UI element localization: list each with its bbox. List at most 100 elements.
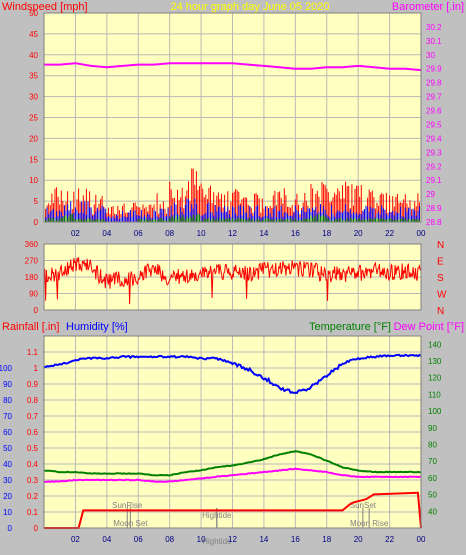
temperature-tick-label: 70: [428, 457, 437, 466]
rain-x-tick-label: 20: [354, 535, 363, 544]
compass-label: N: [437, 306, 444, 317]
barometer-axis-label: Barometer [.in]: [392, 1, 464, 13]
rainfall-tick-label: 0.7: [27, 412, 39, 421]
compass-label: E: [437, 257, 444, 268]
barometer-tick-label: 29.2: [426, 162, 442, 171]
barometer-tick-label: 29.7: [426, 93, 442, 102]
temperature-line: [43, 450, 422, 477]
direction-plot-border: [43, 243, 422, 311]
barometer-tick-label: 28.8: [426, 218, 442, 227]
humidity-line: [43, 353, 422, 395]
temperature-tick-label: 130: [428, 357, 442, 366]
wind-x-tick-label: 00: [417, 229, 426, 238]
event-label: Moon Set: [113, 519, 148, 528]
compass-label: N: [437, 240, 444, 251]
dew-point-line: [43, 467, 422, 483]
barometer-tick-label: 29.5: [426, 120, 442, 129]
humidity-axis-label: Humidity [%]: [66, 321, 128, 333]
temperature-tick-label: 50: [428, 491, 437, 500]
windspeed-tick-label: 10: [29, 176, 38, 185]
temperature-tick-label: 100: [428, 407, 442, 416]
windspeed-tick-label: 50: [29, 9, 38, 18]
rain-x-tick-label: 08: [165, 535, 174, 544]
windspeed-axis-label: Windspeed [mph]: [2, 1, 88, 13]
rainfall-axis-label: Rainfall [.in]: [2, 321, 59, 333]
barometer-tick-label: 30.2: [426, 23, 442, 32]
wind-baro-series: [43, 12, 422, 223]
wind-x-tick-label: 06: [134, 229, 143, 238]
rain-x-tick-label: 00: [417, 535, 426, 544]
barometer-line: [44, 62, 422, 72]
event-label: Hightide: [202, 537, 232, 546]
barometer-tick-label: 28.9: [426, 204, 442, 213]
rainfall-tick-label: 0: [34, 524, 39, 533]
wind-x-tick-label: 04: [102, 229, 111, 238]
barometer-tick-label: 30.1: [426, 37, 442, 46]
rain-x-tick-label: 18: [322, 535, 331, 544]
barometer-tick-label: 29.1: [426, 176, 442, 185]
event-label: SunRise: [112, 501, 143, 510]
windspeed-tick-label: 15: [29, 155, 38, 164]
barometer-tick-label: 29.6: [426, 107, 442, 116]
barometer-tick-label: 29.4: [426, 134, 442, 143]
rain-x-tick-label: 22: [385, 535, 394, 544]
wind-baro-panel: 02 04 06 08 10 12 14 16 18 20 22 000510152025303540…: [2, 1, 464, 238]
wind-x-tick-label: 18: [322, 229, 331, 238]
wind-x-tick-label: 14: [259, 229, 268, 238]
wind-x-tick-label: 12: [228, 229, 237, 238]
humidity-tick-label: 70: [3, 412, 12, 421]
windspeed-tick-label: 5: [34, 197, 39, 206]
direction-series: [43, 243, 422, 311]
rainfall-tick-label: 0.3: [27, 476, 39, 485]
chart-title: 24 hour graph day June 05 2020: [170, 1, 329, 13]
wind-plot-border: [43, 12, 422, 223]
barometer-tick-label: 29.8: [426, 79, 442, 88]
rain-x-tick-label: 16: [291, 535, 300, 544]
compass-label: S: [437, 273, 444, 284]
wind-baro-ticks: 02 04 06 08 10 12 14 16 18 20 22 000510152025303540…: [29, 9, 442, 238]
windspeed-tick-label: 0: [34, 218, 39, 227]
humidity-tick-label: 60: [3, 428, 12, 437]
humidity-tick-label: 40: [3, 460, 12, 469]
rain-x-tick-label: 12: [228, 535, 237, 544]
humidity-tick-label: 10: [3, 508, 12, 517]
direction-ticks: 0 N 90 W 180 S 270 E 360 N: [25, 240, 447, 317]
rain-x-tick-label: 06: [134, 535, 143, 544]
rainfall-tick-label: 0.8: [27, 396, 39, 405]
rain-x-tick-label: 14: [259, 535, 268, 544]
rainfall-tick-label: 0.9: [27, 380, 39, 389]
barometer-tick-label: 29.9: [426, 65, 442, 74]
barometer-tick-label: 29: [426, 190, 435, 199]
temperature-tick-label: 40: [428, 507, 437, 516]
direction-tick-label: 180: [25, 273, 39, 282]
temperature-tick-label: 140: [428, 340, 442, 349]
rain-humidity-grid: [44, 336, 422, 529]
rainfall-tick-label: 1.1: [27, 348, 39, 357]
temperature-tick-label: 110: [428, 390, 441, 399]
windspeed-tick-label: 30: [29, 93, 38, 102]
wind-x-tick-label: 16: [291, 229, 300, 238]
wind-x-tick-label: 08: [165, 229, 174, 238]
barometer-tick-label: 30: [426, 51, 435, 60]
rainfall-tick-label: 0.1: [27, 508, 39, 517]
wind-x-tick-label: 02: [71, 229, 80, 238]
windspeed-tick-label: 20: [29, 134, 38, 143]
rain-plot-border: [43, 335, 422, 529]
direction-tick-label: 0: [34, 306, 39, 315]
wind-x-tick-label: 10: [197, 229, 206, 238]
windspeed-tick-label: 35: [29, 72, 38, 81]
temperature-tick-label: 80: [428, 441, 437, 450]
dewpoint-axis-label: Dew Point [°F]: [394, 321, 464, 333]
humidity-tick-label: 80: [3, 396, 12, 405]
wind-x-tick-label: 22: [385, 229, 394, 238]
rainfall-tick-label: 0.4: [27, 460, 39, 469]
humidity-tick-label: 90: [3, 380, 12, 389]
windspeed-tick-label: 45: [29, 30, 38, 39]
windspeed-tick-label: 25: [29, 114, 38, 123]
event-label: Moon Rise: [350, 519, 389, 528]
temperature-tick-label: 60: [428, 474, 437, 483]
wind-x-tick-label: 20: [354, 229, 363, 238]
direction-panel: 0 N 90 W 180 S 270 E 360 N: [25, 240, 447, 317]
